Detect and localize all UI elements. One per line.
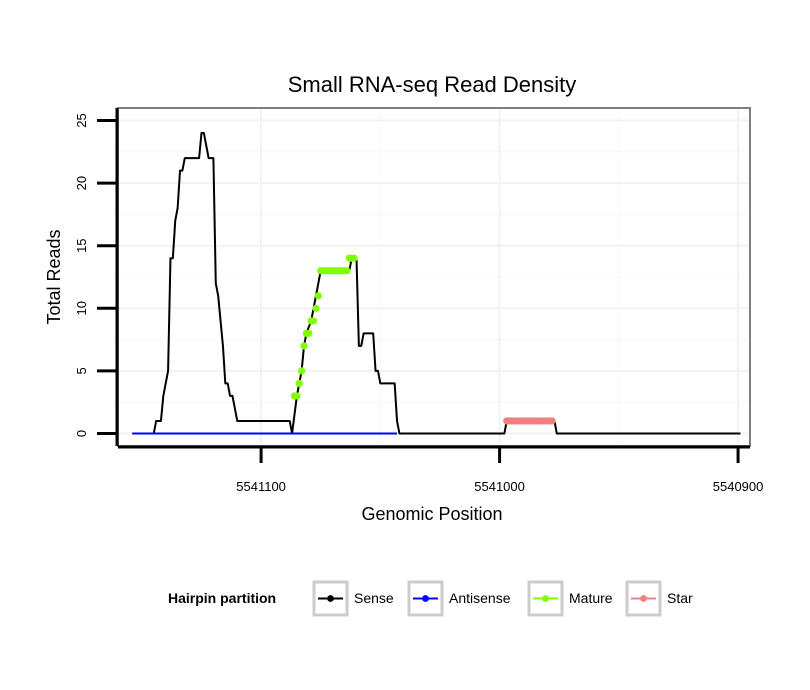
legend-label-star: Star xyxy=(667,590,693,606)
x-tick-label: 5540900 xyxy=(713,479,764,494)
y-tick-label: 20 xyxy=(74,176,89,190)
x-tick-label: 5541000 xyxy=(474,479,525,494)
series-point-mature xyxy=(298,367,306,375)
series-point-mature xyxy=(312,304,320,312)
y-axis-label: Total Reads xyxy=(44,229,64,324)
series-line-sense xyxy=(132,132,741,435)
legend-item-sense: Sense xyxy=(312,580,394,617)
series-point-mature xyxy=(305,329,313,337)
chart-title: Small RNA-seq Read Density xyxy=(288,72,577,97)
y-tick-label: 5 xyxy=(74,367,89,374)
legend-item-mature: Mature xyxy=(527,580,613,617)
x-tick-label: 5541100 xyxy=(236,479,286,494)
legend-key-point-sense xyxy=(327,595,334,602)
series-layer xyxy=(132,132,741,435)
legend-title: Hairpin partition xyxy=(168,590,276,606)
plot-panel xyxy=(117,107,751,447)
legend-item-antisense: Antisense xyxy=(407,580,511,617)
y-axis: 0 5 10 15 20 25 xyxy=(74,108,119,446)
series-point-mature xyxy=(350,254,358,262)
legend-key-point-star xyxy=(640,595,647,602)
series-point-mature xyxy=(314,292,322,300)
legend-key-point-mature xyxy=(542,595,549,602)
x-axis-label: Genomic Position xyxy=(361,504,502,524)
series-point-mature xyxy=(295,379,303,388)
legend-label-antisense: Antisense xyxy=(449,590,511,606)
legend-key-point-antisense xyxy=(422,595,429,602)
legend-label-sense: Sense xyxy=(354,590,394,606)
x-axis: 5541100 5541000 5540900 xyxy=(118,445,764,494)
y-tick-label: 15 xyxy=(74,238,89,252)
y-tick-label: 25 xyxy=(74,113,89,127)
grid-lines xyxy=(118,108,750,446)
series-point-star xyxy=(548,417,556,425)
series-point-mature xyxy=(309,317,318,325)
legend-items: Sense Antisense Mature Star xyxy=(312,580,693,617)
y-tick-label: 10 xyxy=(74,301,89,315)
legend: Hairpin partition Sense Antisense Mature St… xyxy=(168,580,693,617)
legend-item-star: Star xyxy=(625,580,693,617)
y-tick-label: 0 xyxy=(74,430,89,437)
series-point-mature xyxy=(293,392,301,400)
series-point-mature xyxy=(343,267,351,275)
legend-label-mature: Mature xyxy=(569,590,613,606)
series-point-mature xyxy=(300,342,308,350)
